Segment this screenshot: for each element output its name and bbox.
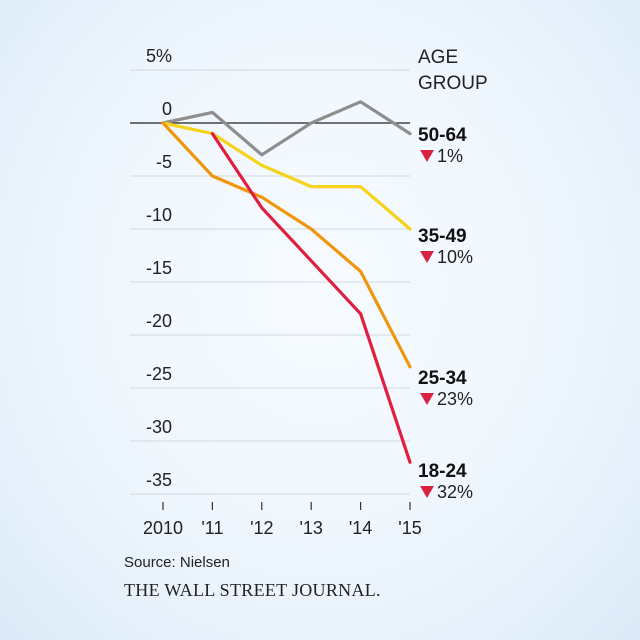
x-axis: 2010 '11 '12 '13 '14 '15 bbox=[143, 502, 422, 538]
down-triangle-icon bbox=[420, 486, 434, 498]
legend-title: AGE bbox=[418, 47, 458, 68]
y-tick-label: 5% bbox=[146, 46, 172, 66]
series-line-35-49 bbox=[161, 121, 412, 231]
down-triangle-icon bbox=[420, 150, 434, 162]
series-line-50-64 bbox=[161, 100, 412, 157]
series-lines bbox=[161, 100, 412, 464]
down-triangle-icon bbox=[420, 393, 434, 405]
x-tick-label: '13 bbox=[299, 518, 322, 538]
series-label: 35-49 bbox=[418, 226, 467, 247]
y-tick-label: -20 bbox=[146, 311, 172, 331]
y-tick-label: -10 bbox=[146, 205, 172, 225]
gridlines bbox=[130, 69, 410, 495]
x-tick-label: '12 bbox=[250, 518, 273, 538]
series-change-value: 23% bbox=[437, 389, 473, 409]
y-tick-label: -25 bbox=[146, 364, 172, 384]
y-tick-label: 0 bbox=[162, 99, 172, 119]
y-axis: 5% 0 -5 -10 -15 -20 -25 -30 -35 bbox=[146, 46, 172, 490]
series-change-value: 1% bbox=[437, 146, 463, 166]
legend-title: GROUP bbox=[418, 73, 488, 94]
publisher-logo-text: THE WALL STREET JOURNAL. bbox=[124, 580, 381, 600]
down-triangle-icon bbox=[420, 251, 434, 263]
source-note: Source: Nielsen bbox=[124, 554, 230, 571]
series-label: 25-34 bbox=[418, 368, 467, 389]
x-tick-label: '15 bbox=[398, 518, 421, 538]
x-tick-label: '11 bbox=[201, 518, 223, 538]
series-change-value: 10% bbox=[437, 247, 473, 267]
y-tick-label: -15 bbox=[146, 258, 172, 278]
y-tick-label: -35 bbox=[146, 470, 172, 490]
series-label: 50-64 bbox=[418, 125, 467, 146]
x-tick-label: 2010 bbox=[143, 518, 183, 538]
series-change-value: 32% bbox=[437, 482, 473, 502]
series-label: 18-24 bbox=[418, 461, 467, 482]
y-tick-label: -5 bbox=[156, 152, 172, 172]
x-tick-label: '14 bbox=[349, 518, 372, 538]
series-line-25-34 bbox=[161, 121, 412, 369]
y-tick-label: -30 bbox=[146, 417, 172, 437]
series-line-18-24 bbox=[210, 132, 412, 464]
